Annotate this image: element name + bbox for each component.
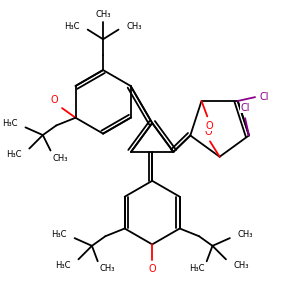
Text: H₃C: H₃C [6, 150, 22, 159]
Text: H₃C: H₃C [189, 265, 205, 274]
Text: CH₃: CH₃ [126, 22, 142, 31]
Text: CH₃: CH₃ [100, 265, 115, 274]
Text: Cl: Cl [240, 103, 250, 113]
Text: H₃C: H₃C [55, 261, 71, 270]
Text: H₃C: H₃C [64, 22, 80, 31]
Text: O: O [204, 127, 212, 137]
Text: O: O [51, 95, 58, 105]
Text: H₃C: H₃C [51, 230, 67, 239]
Text: Cl: Cl [260, 92, 269, 102]
Text: CH₃: CH₃ [52, 154, 68, 163]
Text: O: O [148, 264, 156, 274]
Text: CH₃: CH₃ [95, 10, 111, 19]
Text: CH₃: CH₃ [238, 230, 253, 239]
Text: CH₃: CH₃ [234, 261, 249, 270]
Text: H₃C: H₃C [2, 119, 18, 128]
Text: O: O [206, 121, 213, 131]
